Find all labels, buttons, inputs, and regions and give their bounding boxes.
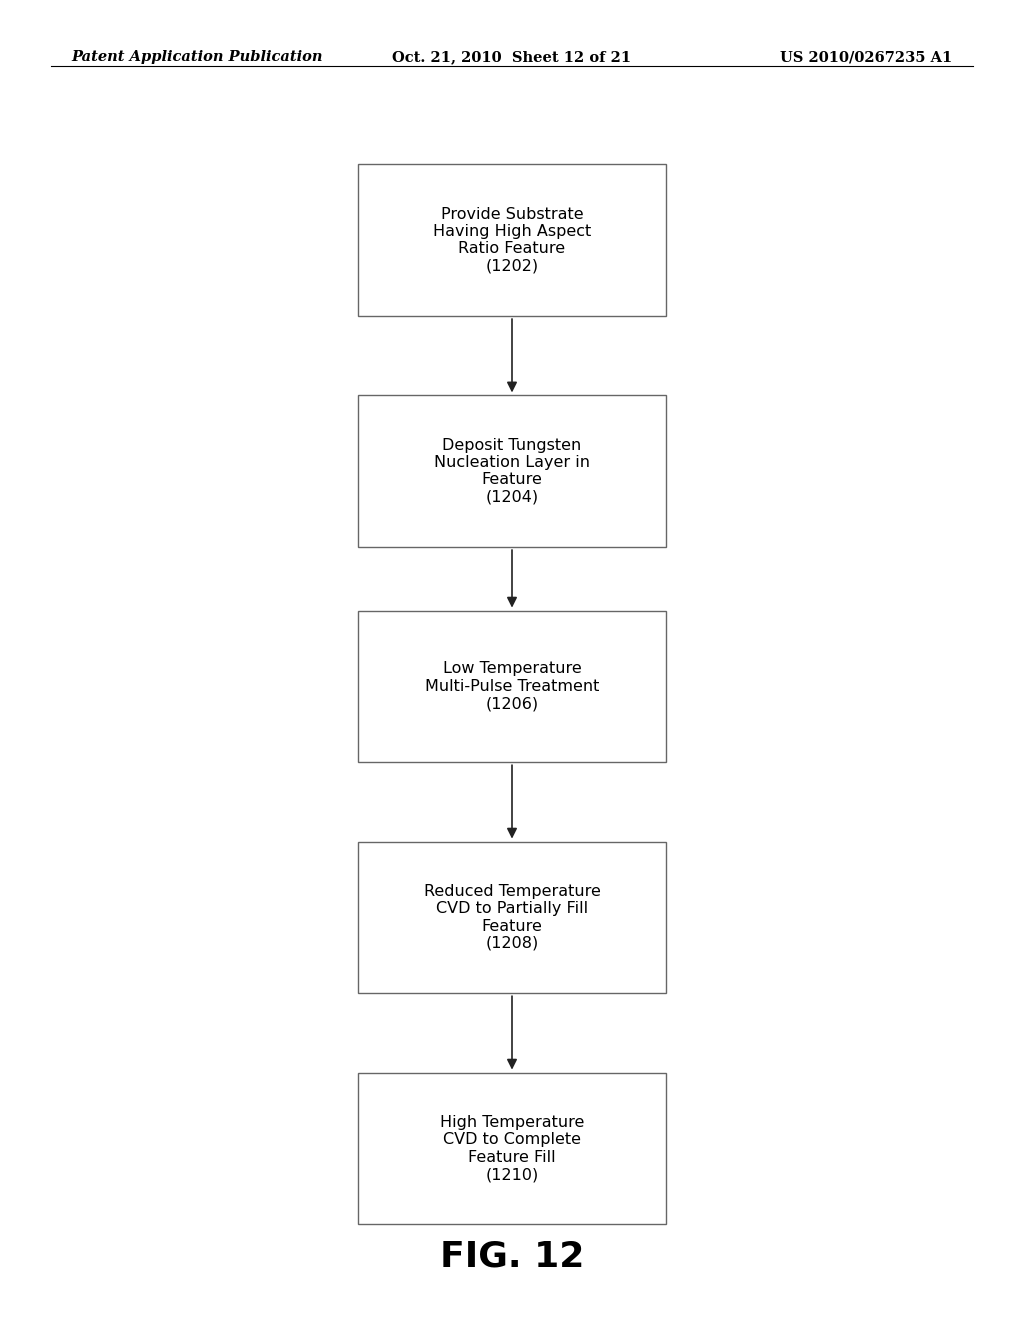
Text: Deposit Tungsten
Nucleation Layer in
Feature
(1204): Deposit Tungsten Nucleation Layer in Fea…: [434, 438, 590, 504]
Text: Provide Substrate
Having High Aspect
Ratio Feature
(1202): Provide Substrate Having High Aspect Rat…: [433, 207, 591, 273]
FancyBboxPatch shape: [358, 165, 666, 317]
FancyBboxPatch shape: [358, 842, 666, 993]
Text: Patent Application Publication: Patent Application Publication: [72, 50, 324, 65]
Text: US 2010/0267235 A1: US 2010/0267235 A1: [780, 50, 952, 65]
Text: Reduced Temperature
CVD to Partially Fill
Feature
(1208): Reduced Temperature CVD to Partially Fil…: [424, 884, 600, 950]
Text: FIG. 12: FIG. 12: [440, 1239, 584, 1274]
Text: Low Temperature
Multi-Pulse Treatment
(1206): Low Temperature Multi-Pulse Treatment (1…: [425, 661, 599, 711]
Text: Oct. 21, 2010  Sheet 12 of 21: Oct. 21, 2010 Sheet 12 of 21: [392, 50, 632, 65]
FancyBboxPatch shape: [358, 1072, 666, 1225]
FancyBboxPatch shape: [358, 610, 666, 763]
FancyBboxPatch shape: [358, 396, 666, 546]
Text: High Temperature
CVD to Complete
Feature Fill
(1210): High Temperature CVD to Complete Feature…: [440, 1115, 584, 1181]
